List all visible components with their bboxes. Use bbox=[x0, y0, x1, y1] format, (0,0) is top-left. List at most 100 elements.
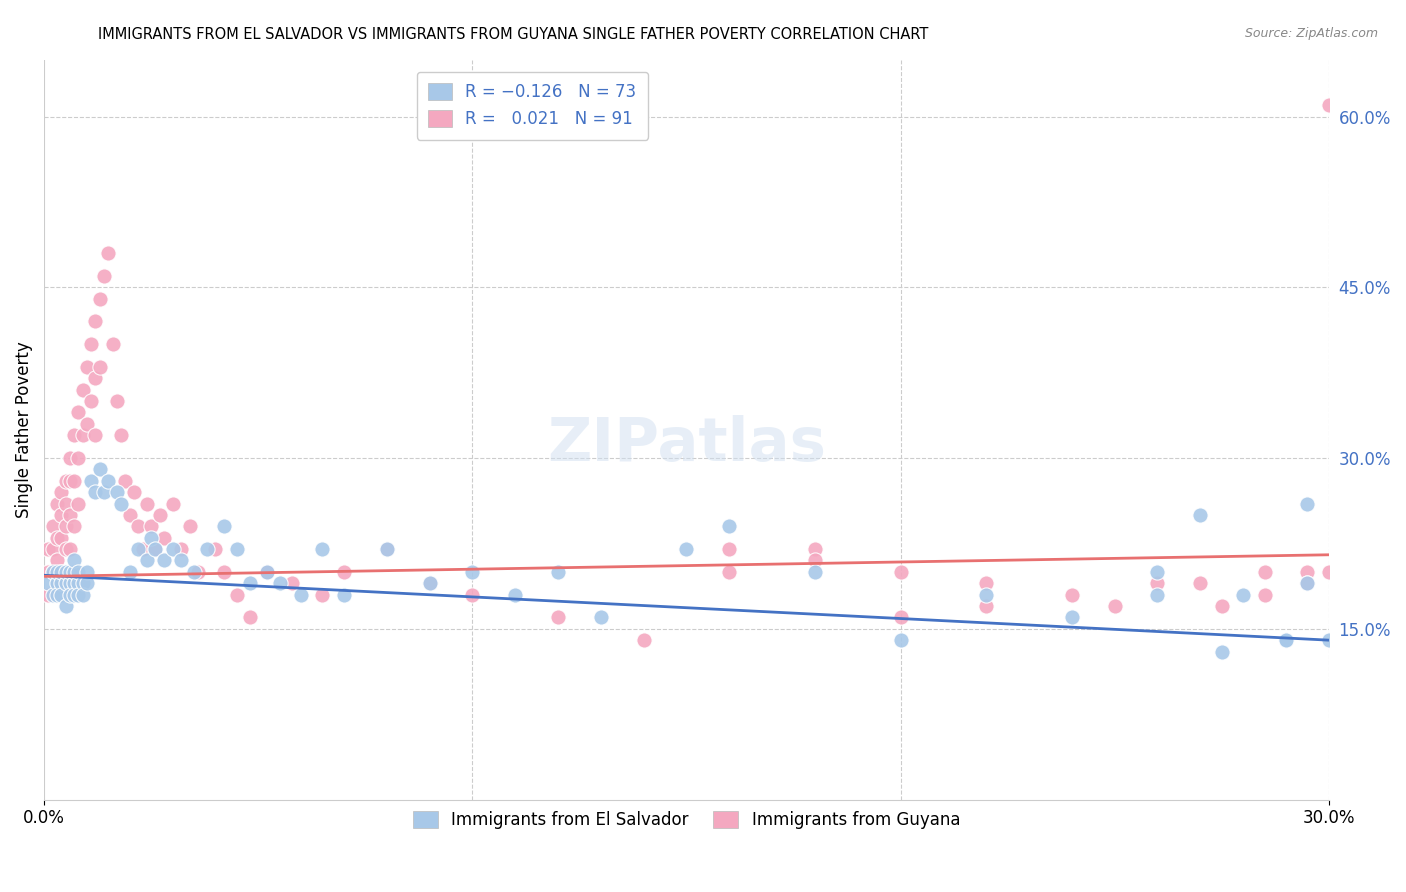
Point bbox=[110, 497, 132, 511]
Point bbox=[135, 553, 157, 567]
Point bbox=[51, 565, 73, 579]
Point bbox=[1296, 576, 1319, 591]
Point bbox=[72, 588, 94, 602]
Point bbox=[89, 292, 111, 306]
Point bbox=[149, 508, 172, 522]
Point bbox=[59, 588, 82, 602]
Point bbox=[153, 531, 176, 545]
Point bbox=[80, 337, 103, 351]
Point bbox=[59, 474, 82, 488]
Point bbox=[63, 576, 86, 591]
Point bbox=[1060, 610, 1083, 624]
Point bbox=[67, 450, 90, 465]
Point bbox=[974, 576, 997, 591]
Point bbox=[46, 565, 69, 579]
Point bbox=[718, 565, 741, 579]
Text: IMMIGRANTS FROM EL SALVADOR VS IMMIGRANTS FROM GUYANA SINGLE FATHER POVERTY CORR: IMMIGRANTS FROM EL SALVADOR VS IMMIGRANT… bbox=[98, 27, 929, 42]
Point bbox=[67, 565, 90, 579]
Point bbox=[63, 553, 86, 567]
Point bbox=[46, 576, 69, 591]
Point bbox=[63, 519, 86, 533]
Point bbox=[804, 565, 827, 579]
Point bbox=[84, 314, 107, 328]
Point bbox=[179, 519, 201, 533]
Point bbox=[183, 565, 205, 579]
Point bbox=[1296, 497, 1319, 511]
Point bbox=[1146, 588, 1168, 602]
Point bbox=[51, 565, 73, 579]
Point bbox=[41, 588, 63, 602]
Point bbox=[461, 565, 484, 579]
Point bbox=[153, 553, 176, 567]
Point bbox=[256, 565, 278, 579]
Point bbox=[55, 599, 77, 613]
Point bbox=[418, 576, 440, 591]
Point bbox=[718, 519, 741, 533]
Point bbox=[93, 268, 115, 283]
Point bbox=[76, 565, 98, 579]
Point bbox=[41, 542, 63, 557]
Point bbox=[101, 337, 124, 351]
Point bbox=[89, 359, 111, 374]
Point bbox=[1189, 508, 1212, 522]
Point bbox=[1146, 565, 1168, 579]
Point bbox=[76, 417, 98, 431]
Point bbox=[1296, 576, 1319, 591]
Point bbox=[290, 588, 312, 602]
Point bbox=[55, 542, 77, 557]
Point bbox=[127, 542, 149, 557]
Point bbox=[145, 542, 167, 557]
Point bbox=[1211, 644, 1233, 658]
Point bbox=[633, 633, 655, 648]
Point bbox=[76, 359, 98, 374]
Point bbox=[84, 428, 107, 442]
Point bbox=[375, 542, 398, 557]
Point bbox=[67, 576, 90, 591]
Point bbox=[51, 508, 73, 522]
Point bbox=[141, 531, 163, 545]
Point bbox=[93, 485, 115, 500]
Point bbox=[418, 576, 440, 591]
Point bbox=[1275, 633, 1298, 648]
Point bbox=[461, 588, 484, 602]
Point bbox=[804, 542, 827, 557]
Point bbox=[63, 474, 86, 488]
Point bbox=[41, 519, 63, 533]
Point bbox=[67, 497, 90, 511]
Point bbox=[170, 553, 193, 567]
Point bbox=[503, 588, 526, 602]
Point bbox=[105, 394, 128, 409]
Point bbox=[1317, 565, 1340, 579]
Point bbox=[97, 474, 120, 488]
Point bbox=[59, 576, 82, 591]
Legend: Immigrants from El Salvador, Immigrants from Guyana: Immigrants from El Salvador, Immigrants … bbox=[406, 804, 967, 836]
Point bbox=[1211, 599, 1233, 613]
Point bbox=[718, 542, 741, 557]
Point bbox=[59, 450, 82, 465]
Point bbox=[162, 542, 184, 557]
Point bbox=[76, 576, 98, 591]
Point bbox=[46, 497, 69, 511]
Point bbox=[212, 565, 235, 579]
Point bbox=[204, 542, 226, 557]
Point bbox=[170, 542, 193, 557]
Text: Source: ZipAtlas.com: Source: ZipAtlas.com bbox=[1244, 27, 1378, 40]
Point bbox=[55, 474, 77, 488]
Point bbox=[1189, 576, 1212, 591]
Point bbox=[974, 599, 997, 613]
Point bbox=[37, 588, 59, 602]
Point bbox=[72, 428, 94, 442]
Point bbox=[1296, 565, 1319, 579]
Point bbox=[80, 394, 103, 409]
Point bbox=[375, 542, 398, 557]
Point bbox=[333, 565, 356, 579]
Point bbox=[1232, 588, 1254, 602]
Point bbox=[63, 565, 86, 579]
Point bbox=[1253, 588, 1275, 602]
Point bbox=[311, 542, 333, 557]
Point bbox=[37, 576, 59, 591]
Point bbox=[59, 542, 82, 557]
Point bbox=[118, 508, 141, 522]
Point bbox=[110, 428, 132, 442]
Point bbox=[1317, 98, 1340, 112]
